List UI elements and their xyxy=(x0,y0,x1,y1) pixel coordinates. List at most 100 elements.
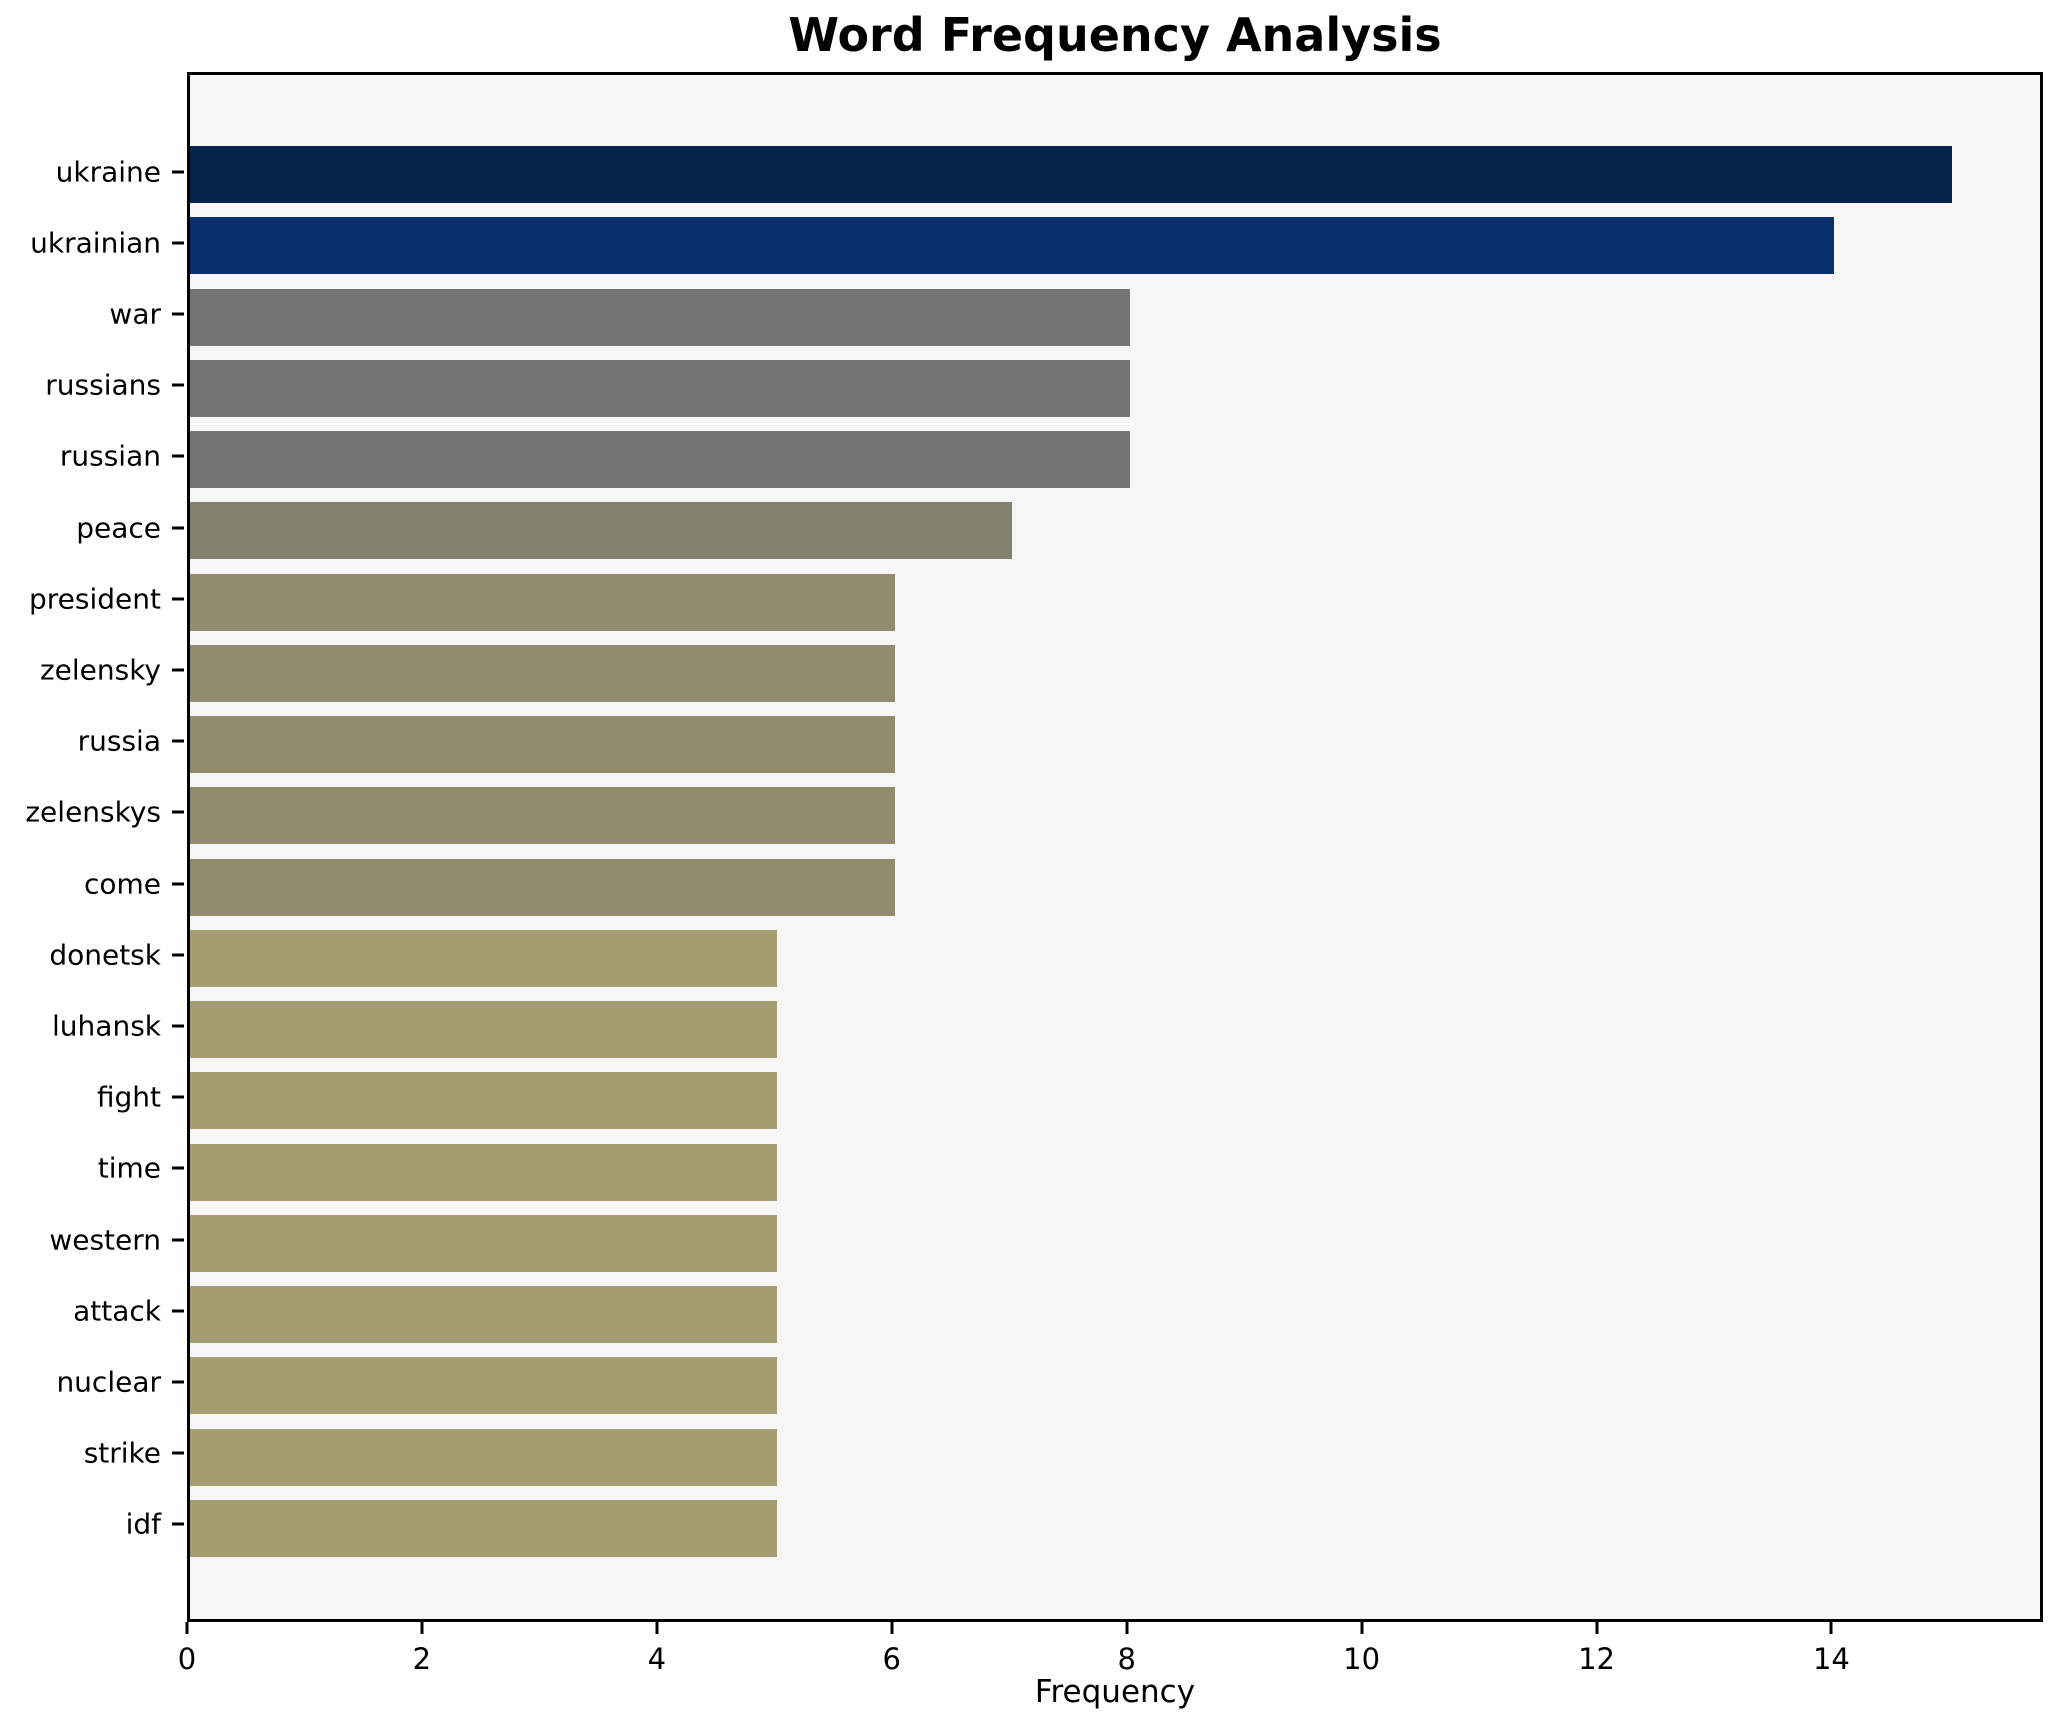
x-tick-label-8: 8 xyxy=(1117,1642,1136,1676)
x-tick-label-10: 10 xyxy=(1343,1642,1381,1676)
bar-row xyxy=(190,787,2040,845)
bar-peace xyxy=(190,502,1013,560)
bar-row xyxy=(190,573,2040,631)
y-label-row: zelenskys xyxy=(0,784,187,841)
x-tick-label-4: 4 xyxy=(647,1642,667,1676)
bar-president xyxy=(190,573,895,631)
bar-strike xyxy=(190,1428,778,1486)
bar-row xyxy=(190,359,2040,417)
y-label-president: president xyxy=(29,582,161,616)
y-tick-mark xyxy=(172,1238,184,1241)
y-tick-mark xyxy=(172,383,184,387)
bar-row xyxy=(190,644,2040,702)
bar-row xyxy=(190,929,2040,987)
y-tick-mark xyxy=(172,170,184,173)
x-tick-label-14: 14 xyxy=(1812,1642,1850,1676)
x-tick-mark xyxy=(1595,1622,1599,1634)
x-tick-mark xyxy=(1829,1622,1833,1634)
bar-row xyxy=(190,146,2040,203)
y-tick-mark xyxy=(172,668,184,672)
bar-row xyxy=(190,716,2040,773)
y-label-row: ukrainian xyxy=(0,214,187,271)
y-label-row: attack xyxy=(0,1282,187,1339)
x-tick-mark xyxy=(1360,1622,1364,1634)
x-tick-mark xyxy=(1125,1622,1129,1634)
y-label-come: come xyxy=(83,867,161,900)
x-tick-mark xyxy=(655,1622,659,1634)
bar-russia xyxy=(190,716,895,773)
y-label-strike: strike xyxy=(83,1436,161,1470)
y-label-russians: russians xyxy=(45,368,161,402)
y-tick-mark xyxy=(172,1309,184,1313)
bar-war xyxy=(190,288,1130,346)
y-tick-mark xyxy=(172,454,184,458)
bar-row xyxy=(190,1072,2040,1130)
y-label-luhansk: luhansk xyxy=(52,1009,161,1043)
y-label-row: nuclear xyxy=(0,1353,187,1410)
y-label-western: western xyxy=(49,1223,161,1256)
x-tick-label-12: 12 xyxy=(1578,1642,1615,1676)
y-axis-labels: ukraine ukrainian war russians russian peace p… xyxy=(0,72,187,1622)
bar-row xyxy=(190,431,2040,488)
y-tick-mark xyxy=(172,1095,184,1099)
y-tick-mark xyxy=(172,739,184,743)
y-label-nuclear: nuclear xyxy=(56,1365,161,1399)
y-label-row: western xyxy=(0,1211,187,1268)
y-label-row: president xyxy=(0,570,187,627)
y-label-zelensky: zelensky xyxy=(39,653,161,687)
y-label-row: peace xyxy=(0,499,187,556)
y-label-attack: attack xyxy=(73,1294,161,1328)
y-tick-mark xyxy=(172,953,184,957)
bar-come xyxy=(190,858,895,916)
bar-fight xyxy=(190,1072,778,1130)
bar-idf xyxy=(190,1499,778,1557)
y-label-ukrainian: ukrainian xyxy=(30,226,161,260)
bar-row xyxy=(190,858,2040,916)
y-label-peace: peace xyxy=(76,511,161,544)
y-tick-mark xyxy=(172,1522,184,1526)
y-label-row: russians xyxy=(0,357,187,414)
y-label-row: idf xyxy=(0,1496,187,1553)
bar-attack xyxy=(190,1286,778,1343)
bar-row xyxy=(190,502,2040,560)
bar-row xyxy=(190,1499,2040,1557)
y-tick-mark xyxy=(172,1024,184,1028)
bar-row xyxy=(190,1286,2040,1343)
y-label-row: ukraine xyxy=(0,143,187,200)
bar-nuclear xyxy=(190,1357,778,1415)
bar-row xyxy=(190,1428,2040,1486)
x-tick-label-2: 2 xyxy=(412,1642,432,1676)
y-label-zelenskys: zelenskys xyxy=(25,795,161,829)
y-label-row: strike xyxy=(0,1425,187,1482)
y-tick-mark xyxy=(172,312,184,316)
bar-russian xyxy=(190,431,1130,488)
y-label-row: russian xyxy=(0,428,187,485)
bar-row xyxy=(190,217,2040,275)
y-tick-mark xyxy=(172,526,184,529)
y-tick-mark xyxy=(172,1166,184,1170)
bar-ukrainian xyxy=(190,217,1835,275)
y-label-time: time xyxy=(97,1151,161,1185)
y-label-row: luhansk xyxy=(0,997,187,1054)
bar-russians xyxy=(190,359,1130,417)
bar-row xyxy=(190,1357,2040,1415)
y-label-row: time xyxy=(0,1140,187,1197)
y-label-row: zelensky xyxy=(0,641,187,698)
y-tick-mark xyxy=(172,241,184,245)
y-tick-mark xyxy=(172,882,184,885)
y-label-row: russia xyxy=(0,713,187,770)
bar-zelensky xyxy=(190,644,895,702)
bar-luhansk xyxy=(190,1001,778,1058)
bar-row xyxy=(190,1001,2040,1058)
chart-title: Word Frequency Analysis xyxy=(788,8,1442,62)
plot-area xyxy=(187,72,2043,1622)
y-tick-mark xyxy=(172,810,184,814)
x-tick-label-0: 0 xyxy=(177,1642,197,1676)
bar-zelenskys xyxy=(190,787,895,845)
y-label-russia: russia xyxy=(77,724,161,758)
y-tick-mark xyxy=(172,1451,184,1455)
bars-container xyxy=(190,146,2040,1557)
bar-western xyxy=(190,1214,778,1272)
y-tick-mark xyxy=(172,1380,184,1384)
y-label-idf: idf xyxy=(125,1507,161,1541)
